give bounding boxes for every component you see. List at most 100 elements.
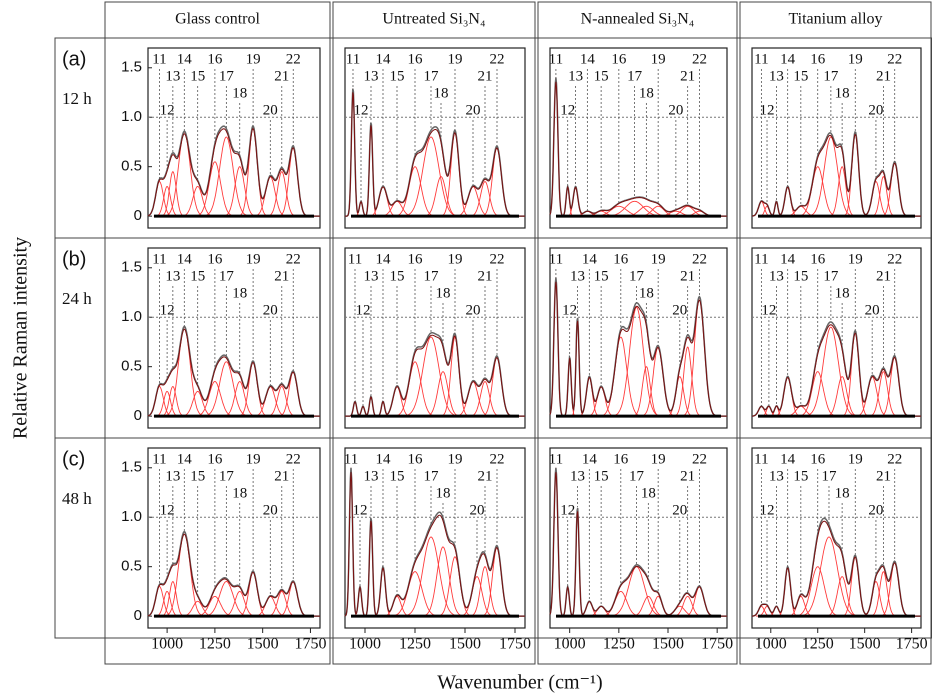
band-label: 12 (760, 102, 775, 118)
band-label: 11 (754, 451, 768, 467)
row-label: (c) (62, 448, 85, 470)
band-label: 12 (160, 102, 175, 118)
band-label: 11 (754, 51, 768, 67)
band-label: 22 (692, 251, 707, 267)
plot-frame (344, 247, 526, 429)
band-label: 12 (761, 302, 776, 318)
band-label: 15 (190, 68, 205, 84)
band-label: 11 (754, 251, 768, 267)
band-label: 15 (594, 68, 609, 84)
x-tick-label: 1500 (449, 636, 481, 653)
band-label: 15 (793, 468, 808, 484)
band-label: 18 (436, 285, 451, 301)
band-component (597, 336, 644, 417)
band-component (200, 361, 253, 417)
row-label: (a) (62, 48, 86, 70)
panel: 0 0.5 1.0 1.5 1000 1250 1500 1750 11 12 1314151617… (121, 447, 326, 653)
band-label: 20 (263, 502, 278, 518)
band-label: 21 (478, 68, 493, 84)
band-label: 20 (868, 102, 883, 118)
band-label: 21 (680, 268, 695, 284)
band-label: 14 (780, 451, 796, 467)
band-label: 20 (466, 302, 481, 318)
column-frame (104, 1, 331, 665)
column-frame (332, 1, 536, 665)
y-tick-label: 0.5 (121, 358, 142, 375)
band-label: 22 (490, 51, 505, 67)
x-tick-label: 1000 (151, 636, 183, 653)
band-label: 13 (364, 468, 379, 484)
column-title: Glass control (175, 11, 260, 28)
band-label: 16 (408, 51, 424, 67)
band-label: 20 (672, 302, 687, 318)
band-label: 19 (448, 251, 463, 267)
x-tick-label: 1750 (294, 636, 326, 653)
fit-envelope-inner (147, 127, 320, 217)
band-label: 18 (232, 85, 247, 101)
band-label: 16 (613, 451, 629, 467)
band-label: 18 (835, 485, 850, 501)
x-axis-label: Wavenumber (cm⁻¹) (437, 672, 602, 694)
band-label: 13 (769, 468, 784, 484)
band-label: 13 (165, 268, 180, 284)
band-label: 12 (356, 302, 371, 318)
band-component (200, 136, 253, 217)
band-component (399, 336, 463, 417)
band-component (399, 536, 463, 617)
y-axis-label: Relative Raman intensity (10, 237, 32, 439)
column-frame (739, 1, 932, 665)
band-label: 18 (835, 85, 850, 101)
band-component (192, 161, 238, 217)
band-label: 20 (470, 502, 485, 518)
band-label: 22 (286, 451, 301, 467)
plot-frame (344, 447, 526, 629)
column-title: Titanium alloy (788, 11, 882, 28)
band-label: 14 (177, 51, 193, 67)
band-label: 18 (436, 485, 451, 501)
band-label: 16 (810, 251, 826, 267)
y-tick-label: 0 (134, 407, 142, 424)
fit-envelope-inner (549, 281, 727, 417)
row-time: 48 h (62, 489, 92, 508)
band-label: 17 (823, 268, 839, 284)
band-label: 15 (390, 68, 405, 84)
band-label: 19 (848, 451, 863, 467)
y-tick-label: 1.0 (121, 508, 142, 525)
x-tick-label: 1500 (849, 636, 881, 653)
band-label: 18 (639, 85, 654, 101)
band-label: 17 (219, 268, 235, 284)
band-label: 16 (408, 451, 424, 467)
band-label: 12 (354, 102, 369, 118)
band-label: 22 (887, 51, 902, 67)
fit-envelope-inner (752, 520, 921, 617)
band-label: 19 (651, 51, 666, 67)
band-label: 13 (570, 468, 585, 484)
band-label: 12 (562, 302, 577, 318)
band-label: 15 (190, 468, 205, 484)
band-component (801, 326, 861, 417)
x-tick-label: 1500 (652, 636, 684, 653)
plot-frame (549, 247, 728, 429)
band-label: 14 (582, 251, 598, 267)
band-label: 14 (580, 51, 596, 67)
plot-frame (147, 47, 321, 229)
band-label: 14 (376, 451, 392, 467)
band-component (805, 136, 857, 217)
band-label: 11 (348, 251, 362, 267)
band-label: 19 (448, 451, 463, 467)
column-title: N-annealed Si₃N₄ (581, 11, 695, 28)
x-tick-label: 1250 (603, 636, 635, 653)
row-label: (b) (62, 248, 86, 270)
column-frame (537, 1, 738, 665)
band-label: 20 (263, 102, 278, 118)
band-label: 12 (760, 502, 775, 518)
band-label: 13 (570, 268, 585, 284)
band-component (827, 166, 857, 217)
band-component (609, 306, 664, 417)
x-tick-label: 1750 (896, 636, 928, 653)
